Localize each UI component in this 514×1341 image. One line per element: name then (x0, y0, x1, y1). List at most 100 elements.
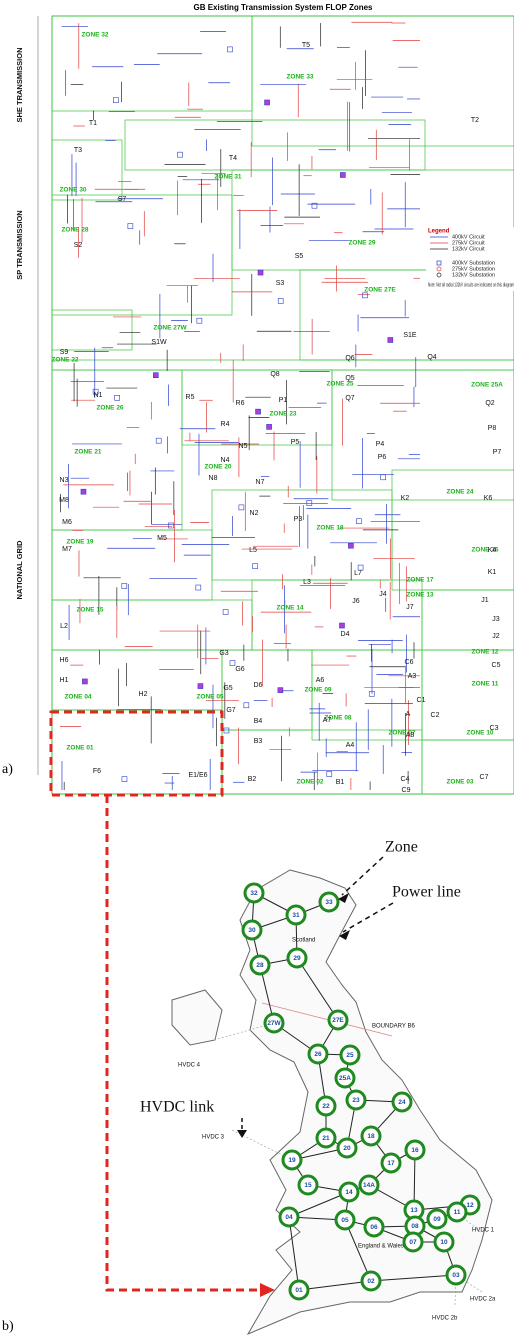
circuits (51, 15, 514, 795)
node-label: M8 (59, 497, 69, 504)
node-label: S3 (276, 280, 285, 287)
node-label: K6 (484, 495, 493, 502)
zone-label: ZONE 17 (406, 577, 433, 584)
node-label: G6 (235, 666, 244, 673)
legend-item: 400kV Substation (452, 260, 495, 266)
zone-label: ZONE 11 (472, 681, 499, 688)
annotation-arrow (342, 902, 394, 933)
zone-number: 30 (248, 927, 256, 934)
zone-label: ZONE 26 (96, 405, 123, 412)
legend-note: Note: Not all radial 132kV circuits are … (428, 282, 514, 288)
node-label: J4 (379, 591, 387, 598)
zone-node (336, 1137, 358, 1159)
zone-number: 25 (346, 1052, 354, 1059)
node-label: A6 (316, 677, 325, 684)
zone-label: ZONE 22 (51, 357, 78, 364)
node-label: S9 (60, 349, 69, 356)
power-line (344, 1219, 372, 1282)
power-line (288, 1191, 350, 1218)
zone-node (445, 1264, 467, 1286)
zone-label: ZONE 20 (204, 464, 231, 471)
substation (227, 46, 233, 53)
zone-node (318, 891, 340, 913)
zone-number: 17 (387, 1160, 395, 1167)
zone-node (263, 1012, 285, 1034)
substation (168, 522, 174, 529)
zone-number: 03 (452, 1272, 460, 1279)
zone-label: ZONE 18 (316, 525, 343, 532)
ni-outline (171, 989, 223, 1046)
zone-label: ZONE 09 (304, 687, 331, 694)
node-label: J1 (481, 597, 489, 604)
zone-node (358, 1174, 380, 1196)
node-label: A8 (406, 732, 415, 739)
substation (306, 500, 313, 506)
node-label: N1 (94, 392, 103, 399)
node-label: C2 (431, 712, 440, 719)
substation (257, 269, 264, 276)
substation (243, 702, 250, 709)
zone-node (243, 882, 265, 904)
node-label: T3 (74, 147, 82, 154)
zone-number: 15 (304, 1182, 312, 1189)
zone-node (426, 1208, 448, 1230)
zone-node (404, 1139, 426, 1161)
node-label: C3 (490, 725, 499, 732)
map: 32 33 31 30 29 28 27E 27W 26 25 25A 22 23 24 21 20 18 19 1… (140, 839, 496, 1336)
node-label: D4 (341, 631, 350, 638)
zone-number: 24 (398, 1099, 406, 1106)
substation (195, 584, 202, 591)
node-label: R4 (221, 421, 230, 428)
node-label: T4 (229, 155, 237, 162)
zone-label: ZONE 14 (276, 605, 303, 612)
zone-boundary (51, 139, 123, 201)
substation (121, 583, 128, 589)
zone-number: 09 (433, 1216, 441, 1223)
map-label: HVDC 1 (472, 1228, 495, 1234)
node-label: C9 (402, 787, 411, 794)
zone-label: ZONE 32 (81, 32, 108, 39)
power-line (288, 1216, 300, 1291)
zone-number: 23 (352, 1097, 360, 1104)
zone-node (433, 1231, 455, 1253)
zone-label: ZONE 04 (64, 694, 91, 701)
zone-number: 13 (410, 1207, 418, 1214)
zone-label: ZONE 02 (296, 779, 323, 786)
zone-label: ZONE 12 (471, 649, 498, 656)
arrow-head (339, 930, 350, 940)
zone-node (402, 1231, 424, 1253)
zone-number: 14A (363, 1182, 375, 1189)
zone-number: 14 (345, 1189, 353, 1196)
zone-label: ZONE 28 (61, 227, 88, 234)
zone-number: 05 (341, 1217, 349, 1224)
node-label: A3 (408, 673, 417, 680)
zone-node (241, 919, 263, 941)
power-line (370, 1274, 457, 1282)
figure-label: b) (2, 1319, 14, 1334)
zone-label: ZONE 27W (153, 325, 187, 332)
node-label: C5 (492, 662, 501, 669)
node-label: T2 (471, 117, 479, 124)
arrow-head (260, 1283, 275, 1297)
zone-label: ZONE 23 (269, 411, 296, 418)
substation (255, 408, 261, 415)
zone-label: ZONE 31 (214, 174, 241, 181)
node-label: P4 (376, 441, 385, 448)
node-label: L7 (354, 570, 362, 577)
boundary-b6 (261, 1002, 393, 1037)
substation (223, 727, 230, 734)
node-label: L3 (303, 579, 311, 586)
zone-number: 10 (440, 1239, 448, 1246)
node-label: Q2 (485, 400, 494, 407)
zone-label: ZONE 10 (466, 730, 493, 737)
node-label: N4 (221, 457, 230, 464)
zone-number: 16 (411, 1147, 419, 1154)
zone-node (297, 1174, 319, 1196)
zone-number: 31 (292, 912, 300, 919)
node-label: P5 (291, 439, 300, 446)
node-label: A7 (323, 717, 332, 724)
zone-node (315, 1127, 337, 1149)
zone-boundary (51, 15, 253, 112)
node-label: H1 (60, 677, 69, 684)
node-label: R5 (186, 394, 195, 401)
